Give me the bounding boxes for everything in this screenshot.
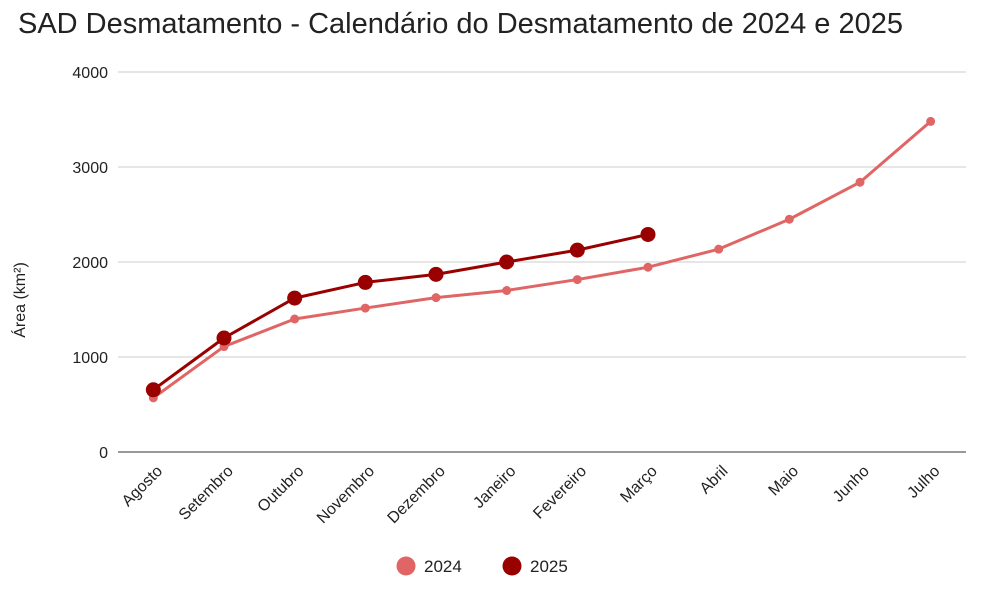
series-line [152, 232, 649, 391]
gridlines [118, 71, 966, 453]
y-tick-label: 1000 [72, 350, 108, 367]
data-point [216, 330, 232, 346]
data-point [784, 214, 794, 224]
series [145, 116, 936, 403]
data-point [287, 290, 303, 306]
y-tick-label: 3000 [72, 160, 108, 177]
x-tick-label: Março [617, 463, 661, 507]
series-line [152, 120, 932, 400]
series-2025 [145, 226, 656, 398]
data-point [428, 266, 444, 282]
data-point [145, 382, 161, 398]
x-tick-label: Junho [830, 463, 873, 506]
data-point [569, 242, 585, 258]
x-tick-label: Setembro [176, 463, 237, 524]
data-point [640, 226, 656, 242]
data-point [499, 254, 515, 270]
legend-label: 2025 [530, 557, 568, 576]
data-point [643, 262, 653, 272]
data-point [357, 274, 373, 290]
legend-swatch [396, 556, 416, 576]
legend: 2024 2025 [396, 556, 568, 576]
y-tick-label: 0 [99, 445, 108, 462]
x-tick-label: Novembro [314, 463, 378, 527]
x-tick-label: Dezembro [385, 463, 449, 527]
y-tick-label: 4000 [72, 65, 108, 82]
data-point [502, 286, 512, 295]
data-point [431, 293, 441, 303]
data-point [360, 303, 370, 313]
data-point [572, 275, 582, 285]
legend-item-2025: 2025 [502, 556, 568, 576]
y-axis-ticks: 0 1000 2000 3000 4000 [72, 65, 108, 462]
x-tick-label: Abril [697, 463, 732, 498]
x-tick-label: Julho [904, 463, 943, 502]
x-tick-label: Janeiro [470, 463, 519, 512]
x-tick-label: Agosto [119, 463, 166, 510]
x-axis-ticks: Agosto Setembro Outubro Novembro Dezembro Jan… [119, 463, 944, 527]
data-point [290, 314, 300, 324]
data-point [714, 244, 724, 254]
legend-swatch [502, 556, 522, 576]
chart-title: SAD Desmatamento - Calendário do Desmata… [18, 8, 904, 40]
data-point [855, 177, 865, 187]
legend-item-2024: 2024 [396, 556, 462, 576]
x-tick-label: Outubro [255, 463, 308, 516]
data-point [926, 116, 936, 126]
y-tick-label: 2000 [72, 255, 108, 272]
x-tick-label: Maio [766, 463, 803, 500]
y-axis-title: Área (km²) [10, 262, 29, 338]
legend-label: 2024 [424, 557, 462, 576]
series-2024 [148, 116, 936, 403]
x-tick-label: Fevereiro [530, 463, 590, 523]
